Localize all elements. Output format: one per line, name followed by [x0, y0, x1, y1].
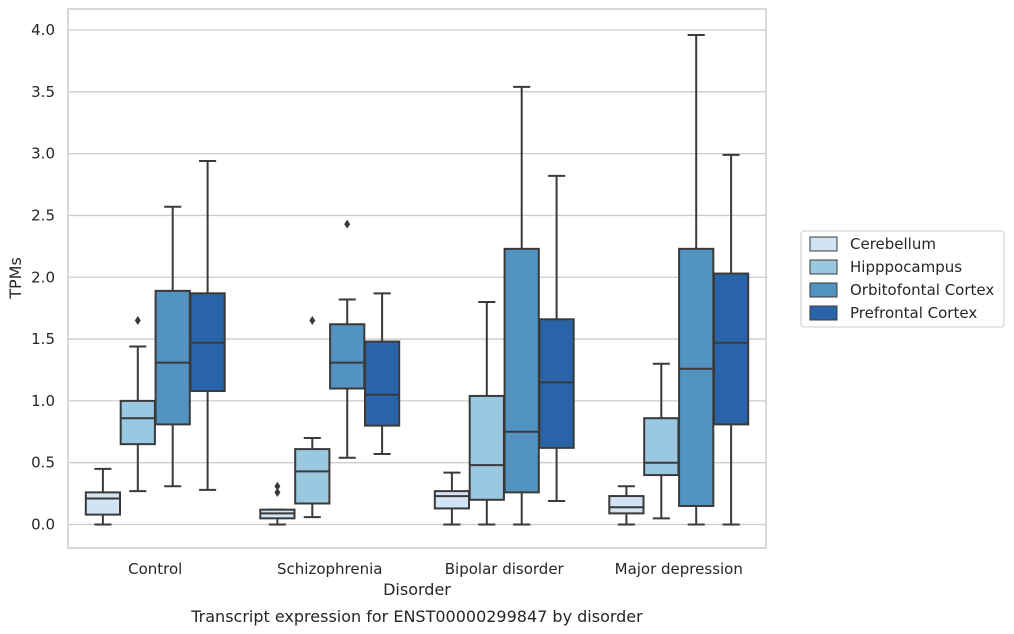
box-iqr [119, 399, 156, 446]
x-axis-label: Disorder [383, 580, 451, 599]
box-1-2 [329, 219, 366, 459]
legend-frame [800, 230, 1005, 328]
plot-area-frame [67, 8, 767, 549]
x-tick-label: Bipolar disorder [445, 560, 565, 578]
box-iqr [294, 448, 331, 505]
box-iqr [538, 318, 575, 449]
legend-label: Cerebellum [850, 235, 936, 253]
x-tick-label: Control [128, 560, 182, 578]
box-0-1 [119, 316, 156, 493]
box-plot-series [84, 33, 750, 526]
chart-caption: Transcript expression for ENST0000029984… [190, 607, 643, 626]
legend-label: Orbitofontal Cortex [850, 281, 994, 299]
box-iqr [433, 490, 471, 510]
box-1-3 [363, 292, 401, 456]
box-0-3 [189, 160, 226, 491]
box-iqr [154, 289, 191, 426]
y-tick-label: 0.0 [31, 516, 55, 534]
outlier-point [344, 219, 351, 229]
box-1-0 [259, 481, 296, 526]
box-3-0 [608, 485, 645, 526]
box-1-1 [294, 316, 331, 519]
box-3-2 [678, 33, 715, 526]
legend-label: Hipppocampus [850, 258, 962, 276]
box-iqr [468, 394, 505, 501]
x-axis-ticks: Control Schizophrenia Bipolar disorder Majo… [128, 560, 743, 578]
legend: Cerebellum Hipppocampus Orbitofontal Corte… [800, 230, 1005, 328]
box-0-2 [154, 205, 191, 488]
outlier-point [309, 316, 316, 326]
box-2-3 [538, 174, 575, 503]
x-tick-label: Major depression [615, 560, 743, 578]
box-iqr [84, 491, 122, 516]
box-iqr [363, 340, 401, 427]
box-iqr [712, 272, 750, 426]
y-tick-label: 2.0 [31, 268, 55, 286]
y-axis-label: TPMs [6, 257, 25, 300]
box-3-1 [643, 362, 680, 520]
legend-label: Prefrontal Cortex [850, 304, 977, 322]
y-tick-label: 3.0 [31, 145, 55, 163]
box-iqr [678, 247, 715, 507]
box-iqr [643, 417, 680, 477]
box-3-3 [712, 153, 750, 526]
outlier-point [274, 487, 281, 497]
y-tick-label: 3.5 [31, 83, 55, 101]
y-tick-label: 4.0 [31, 21, 55, 39]
box-2-1 [468, 300, 505, 526]
x-tick-label: Schizophrenia [277, 560, 382, 578]
outlier-point [134, 316, 141, 326]
legend-swatch [809, 305, 838, 321]
y-tick-label: 0.5 [31, 454, 55, 472]
y-tick-label: 1.0 [31, 392, 55, 410]
y-tick-label: 1.5 [31, 330, 55, 348]
legend-swatch [809, 236, 838, 252]
legend-swatch [809, 282, 838, 298]
legend-swatch [809, 259, 838, 275]
box-iqr [503, 247, 540, 494]
y-axis-ticks: 0.0 0.5 1.0 1.5 2.0 2.5 3.0 3.5 4.0 [31, 21, 55, 533]
box-2-2 [503, 85, 540, 526]
box-iqr [608, 495, 645, 515]
box-2-0 [433, 471, 471, 526]
box-iqr [329, 323, 366, 390]
box-0-0 [84, 467, 122, 526]
outlier-point [274, 481, 281, 491]
y-tick-label: 2.5 [31, 206, 55, 224]
